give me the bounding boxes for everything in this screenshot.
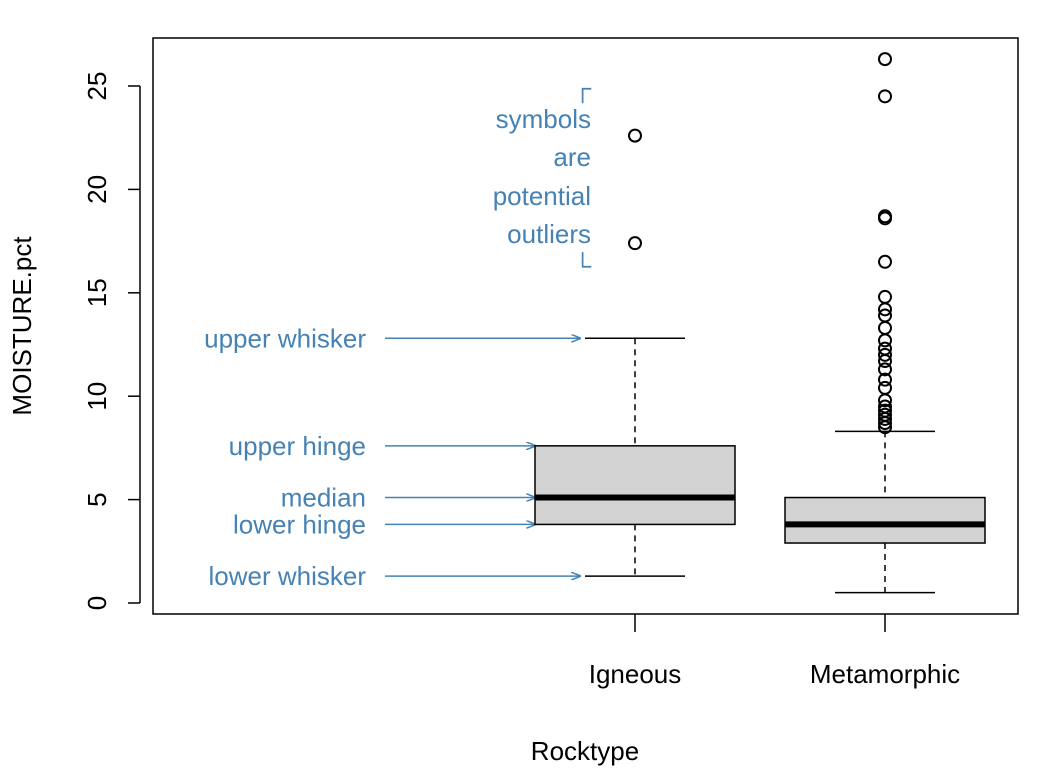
y-tick-label: 5 [82,492,112,506]
annotation-label-median: median [281,483,366,513]
outlier-point [878,380,892,395]
box-metamorphic [784,52,986,594]
outlier-point [878,209,892,224]
plot-frame [152,37,1019,615]
outlier-note-line: are [553,142,591,172]
outlier-point [878,407,892,422]
outlier-point [878,347,892,362]
x-tick-label: Igneous [589,659,682,689]
box-igneous [534,128,736,577]
outlier-note-bracket-bottom: └ [574,252,592,280]
x-axis-title: Rocktype [531,736,639,766]
y-tick-label: 0 [82,596,112,610]
outlier-point [878,399,892,414]
y-tick-label: 15 [82,278,112,307]
outlier-point [628,236,642,251]
outlier-point [878,333,892,348]
box-rect [534,445,736,526]
annotation-label-lower-whisker: lower whisker [209,561,367,591]
y-tick-label: 10 [82,382,112,411]
annotation-label-lower-hinge: lower hinge [233,509,366,539]
annotation-label-upper-hinge: upper hinge [229,431,366,461]
outlier-point [878,254,892,269]
outlier-point [878,289,892,304]
outlier-point [878,362,892,377]
outlier-note-line: symbols [496,104,591,134]
outlier-point [878,52,892,67]
outlier-point [878,403,892,418]
y-tick-label: 20 [82,175,112,204]
outlier-point [628,128,642,143]
outlier-point [878,308,892,323]
outlier-note-bracket-top: ┌ [574,75,592,104]
y-tick-label: 25 [82,72,112,101]
outlier-point [878,341,892,356]
box-rect [784,496,986,544]
outlier-note-line: outliers [507,219,591,249]
y-axis-title: MOISTURE.pct [7,236,37,416]
x-tick-label: Metamorphic [810,659,960,689]
annotation-label-upper-whisker: upper whisker [204,323,366,353]
outlier-point [878,320,892,335]
outlier-point [878,372,892,387]
outlier-note-line: potential [493,181,591,211]
outlier-point [878,89,892,104]
